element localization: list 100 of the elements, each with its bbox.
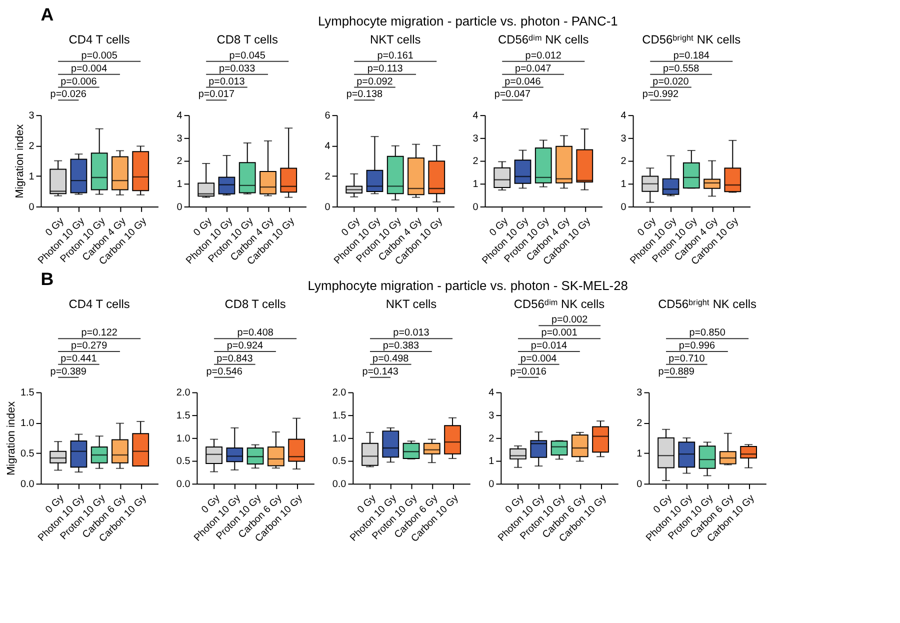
chart-title: CD56ᵇʳⁱᵍʰᵗ NK cells <box>642 32 741 47</box>
text: p=0.002 <box>552 314 588 326</box>
text: p=0.389 <box>50 366 87 378</box>
text: p=0.020 <box>652 76 690 88</box>
chart-title: CD56ᵇʳⁱᵍʰᵗ NK cells <box>658 296 757 311</box>
text: p=0.996 <box>678 340 716 352</box>
y-tick-label: 1.5 <box>20 388 35 399</box>
y-tick-label: 2 <box>488 433 495 444</box>
text: p=0.122 <box>81 328 118 339</box>
y-tick-label: 3 <box>488 410 495 422</box>
y-tick-label: 4 <box>488 388 495 399</box>
text: p=0.850 <box>689 328 726 339</box>
text: p=0.441 <box>60 353 98 364</box>
chart-title: CD8 T cells <box>224 296 286 311</box>
y-tick-label: 0 <box>472 202 479 213</box>
chart-title: CD4 T cells <box>68 296 130 311</box>
chart-title: CD56ᵈⁱᵐ NK cells <box>498 32 589 47</box>
text: p=0.113 <box>367 63 404 74</box>
y-tick-label: 1 <box>28 171 35 182</box>
y-tick-label: 2 <box>472 156 479 168</box>
y-tick-label: 1 <box>620 179 627 190</box>
text: p=0.279 <box>70 340 108 352</box>
y-tick-label: 1.0 <box>332 433 347 444</box>
y-tick-label: 0.5 <box>332 456 347 468</box>
y-tick-label: 0 <box>176 202 183 213</box>
text: p=0.408 <box>237 328 274 339</box>
y-tick-label: 3 <box>636 388 643 399</box>
y-tick-label: 0.0 <box>20 479 35 490</box>
text: p=0.143 <box>362 366 399 378</box>
text: p=0.546 <box>206 366 243 378</box>
text: p=0.012 <box>525 50 562 62</box>
text: p=0.033 <box>218 63 256 74</box>
y-tick-label: 0 <box>488 479 495 490</box>
y-tick-label: 3 <box>620 133 627 144</box>
chart-title: CD8 T cells <box>216 32 278 47</box>
y-tick-label: 4 <box>472 110 479 122</box>
y-tick-label: 1 <box>488 456 495 468</box>
text: p=0.710 <box>668 353 706 364</box>
y-tick-label: 2 <box>324 171 331 182</box>
text: p=0.161 <box>377 50 414 62</box>
text: p=0.046 <box>504 76 542 88</box>
y-tick-label: 3 <box>28 110 35 122</box>
text: p=0.992 <box>642 89 679 100</box>
text: p=0.889 <box>658 366 695 378</box>
y-tick-label: 0.5 <box>176 456 191 468</box>
chart-title: CD56ᵈⁱᵐ NK cells <box>514 296 605 311</box>
y-tick-label: 3 <box>472 133 479 144</box>
y-tick-label: 4 <box>176 110 183 122</box>
text: p=0.013 <box>393 328 430 339</box>
y-tick-label: 2.0 <box>332 388 347 399</box>
text: p=0.184 <box>673 50 710 62</box>
y-tick-label: 0.0 <box>332 479 347 490</box>
text: p=0.014 <box>530 340 568 352</box>
text: p=0.498 <box>372 353 410 364</box>
y-tick-label: 2.0 <box>176 388 191 399</box>
chart-title: NKT cells <box>386 296 437 311</box>
y-tick-label: 1.0 <box>176 433 191 444</box>
text: p=0.006 <box>60 76 98 88</box>
text: p=0.843 <box>216 353 254 364</box>
y-tick-label: 1 <box>636 448 643 460</box>
y-tick-label: 0 <box>620 202 627 213</box>
text: p=0.045 <box>229 50 266 62</box>
text: p=0.001 <box>541 328 578 339</box>
chart-title: CD4 T cells <box>68 32 130 47</box>
y-tick-label: 0 <box>324 202 331 213</box>
text: p=0.924 <box>226 340 264 352</box>
y-tick-label: 1.0 <box>20 418 35 430</box>
text: p=0.092 <box>356 76 394 88</box>
y-tick-label: 3 <box>176 133 183 144</box>
y-tick-label: 1.5 <box>332 410 347 422</box>
text: p=0.004 <box>520 353 558 364</box>
y-tick-label: 2 <box>636 418 643 430</box>
y-tick-label: 0 <box>28 202 35 213</box>
text: p=0.016 <box>510 366 547 378</box>
y-tick-label: 2 <box>620 156 627 168</box>
text: p=0.047 <box>514 63 552 74</box>
text: Lymphocyte migration - particle vs. photon - SK-MEL-28 <box>308 278 628 293</box>
y-tick-label: 2 <box>176 156 183 168</box>
y-tick-label: 6 <box>324 110 331 122</box>
text: p=0.047 <box>494 89 531 100</box>
y-axis-title: Migration index <box>14 124 26 198</box>
text: p=0.383 <box>382 340 420 352</box>
y-axis-title: Migration index <box>6 400 18 476</box>
y-tick-label: 4 <box>620 110 627 122</box>
text: Lymphocyte migration - particle vs. photon - PANC-1 <box>318 14 618 29</box>
chart-title: NKT cells <box>370 32 421 47</box>
y-tick-label: 1 <box>176 179 183 190</box>
y-tick-label: 4 <box>324 141 331 152</box>
y-tick-label: 0.5 <box>20 448 35 460</box>
text: p=0.558 <box>662 63 700 74</box>
y-tick-label: 0 <box>636 479 643 490</box>
text: p=0.017 <box>198 89 235 100</box>
y-tick-label: 2 <box>28 141 35 152</box>
text: B <box>40 268 54 289</box>
text: p=0.138 <box>346 89 383 100</box>
y-tick-label: 1 <box>472 179 479 190</box>
text: p=0.004 <box>70 63 108 74</box>
text: p=0.013 <box>208 76 246 88</box>
y-tick-label: 0.0 <box>176 479 191 490</box>
text: p=0.026 <box>50 89 87 100</box>
